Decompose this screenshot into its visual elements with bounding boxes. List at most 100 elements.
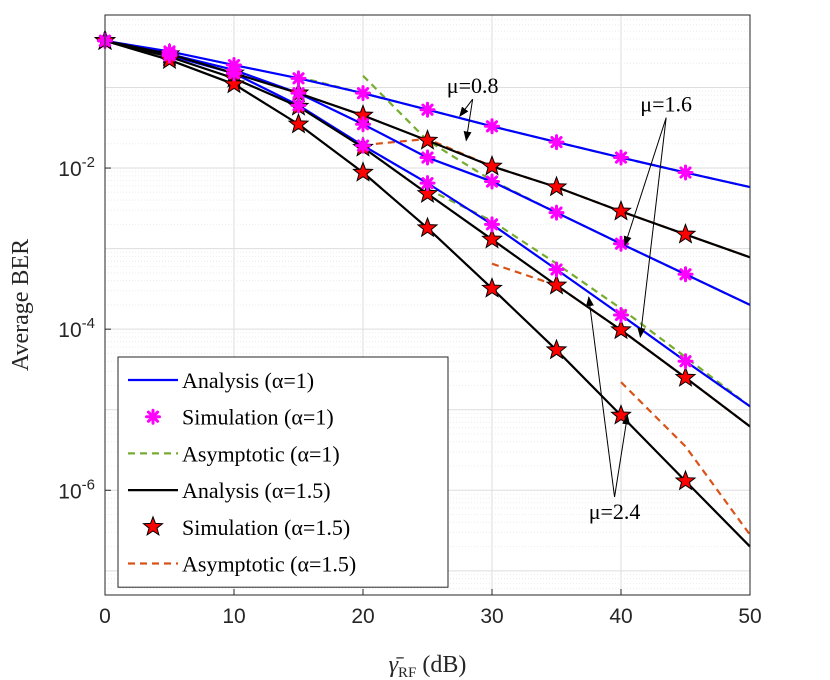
annotation-label: μ=1.6 (640, 92, 692, 117)
sim-marker-asterisk (677, 164, 694, 181)
y-tick-label: 10-4 (58, 315, 95, 342)
sim-marker-star (674, 469, 697, 491)
axis-labels: γ̄RF (dB) Average BER (8, 239, 466, 680)
asterisk-core (149, 413, 157, 420)
sim-marker-star (545, 273, 568, 295)
sim-marker-asterisk (419, 175, 436, 192)
annotation-arrow (623, 117, 667, 247)
sim-marker-star (416, 182, 439, 203)
annotation-arrow (463, 99, 474, 142)
asterisk-core (553, 138, 560, 146)
x-tick-label: 10 (222, 605, 245, 628)
legend-entry: Asymptotic (α=1) (182, 441, 340, 466)
sim-marker-asterisk (290, 85, 307, 102)
asterisk-core (424, 154, 431, 161)
legend: Analysis (α=1) Simulation (α=1) Asymptotic… (117, 356, 449, 588)
asterisk-core (424, 106, 431, 113)
sim-marker-star (481, 154, 503, 176)
sim-marker-asterisk (677, 353, 694, 370)
annotation-label: μ=2.4 (589, 499, 641, 524)
ticks-layer: 0 10 20 30 40 50 10-2 10-4 10-6 (58, 154, 761, 628)
asterisk-core (617, 240, 625, 247)
sim-marker-asterisk (677, 266, 694, 283)
sim-marker-star (416, 129, 439, 150)
series-line-asym_a1 (427, 187, 751, 408)
x-tick-label: 0 (99, 605, 111, 628)
asterisk-core (424, 179, 431, 187)
legend-entry: Simulation (α=1) (182, 405, 334, 430)
annotation-arrow (585, 296, 616, 498)
sim-marker-asterisk (355, 85, 371, 102)
asterisk-core (230, 70, 238, 77)
x-tick-label: 40 (609, 605, 632, 628)
asterisk-core (488, 178, 496, 185)
asterisk-core (682, 358, 689, 365)
sim-marker-star (352, 161, 374, 182)
asterisk-core (359, 121, 367, 128)
asterisk-core (359, 142, 367, 149)
sim-marker-asterisk (290, 70, 307, 87)
sim-marker-star (481, 277, 503, 298)
asterisk-core (295, 102, 302, 109)
legend-swatch (142, 515, 164, 537)
sim-marker-asterisk (548, 134, 565, 151)
sim-marker-star (545, 338, 568, 360)
asterisk-core (488, 221, 496, 228)
annotation-arrow (459, 98, 474, 118)
asterisk-core (488, 123, 496, 130)
sim-marker-asterisk (613, 149, 629, 166)
plot-frame (104, 14, 751, 596)
sim-marker-star (481, 228, 503, 249)
annotations-layer: μ=0.8 μ=1.6 μ=2.4 (447, 73, 692, 524)
sim-marker-star (610, 199, 632, 221)
sim-marker-asterisk (161, 47, 178, 64)
annotation-label: μ=0.8 (447, 73, 499, 98)
x-tick-label: 20 (351, 605, 374, 628)
series-line-analysis_a1 (104, 39, 751, 306)
sim-marker-star (545, 175, 568, 197)
legend-entry: Analysis (α=1.5) (182, 478, 331, 503)
sim-marker-asterisk (355, 116, 371, 133)
legend-entry: Simulation (α=1.5) (182, 515, 350, 540)
y-axis-label: Average BER (8, 239, 34, 371)
sim-marker-star (674, 366, 697, 387)
series-line-asym_a15 (620, 381, 751, 536)
sim-marker-star (223, 72, 245, 94)
sim-marker-asterisk (226, 65, 242, 82)
sim-marker-asterisk (484, 118, 500, 135)
asterisk-core (617, 311, 625, 319)
x-axis-label: γ̄RF (dB) (389, 652, 467, 680)
legend-swatch (145, 408, 161, 425)
asterisk-core (617, 154, 625, 161)
asterisk-core (553, 209, 560, 216)
sim-marker-asterisk (548, 261, 565, 278)
asterisk-core (359, 89, 367, 97)
x-tick-label: 30 (480, 605, 503, 628)
sim-marker-asterisk (355, 137, 371, 154)
legend-box (117, 356, 449, 588)
y-tick-label: 10-6 (58, 476, 95, 503)
sim-marker-star (610, 403, 632, 425)
sim-marker-star (287, 112, 310, 134)
sim-marker-asterisk (484, 173, 500, 190)
sim-marker-asterisk (548, 204, 565, 221)
sim-marker-asterisk (484, 216, 500, 233)
sim-marker-asterisk (290, 97, 307, 114)
asterisk-core (682, 271, 689, 278)
asterisk-core (166, 52, 173, 59)
sim-marker-star (674, 223, 697, 244)
sim-marker-star (416, 216, 439, 238)
sim-marker-asterisk (613, 306, 629, 323)
x-tick-label: 50 (738, 605, 761, 628)
sim-marker-asterisk (419, 101, 436, 118)
legend-entry: Asymptotic (α=1.5) (182, 552, 356, 577)
asterisk-core (553, 266, 560, 273)
asterisk-core (682, 169, 689, 176)
annotation-arrow (637, 117, 667, 338)
y-tick-label: 10-2 (58, 154, 95, 181)
sim-marker-star (610, 318, 632, 340)
legend-entry: Analysis (α=1) (182, 368, 314, 393)
annotation-arrow (614, 414, 630, 498)
sim-marker-asterisk (419, 149, 436, 166)
